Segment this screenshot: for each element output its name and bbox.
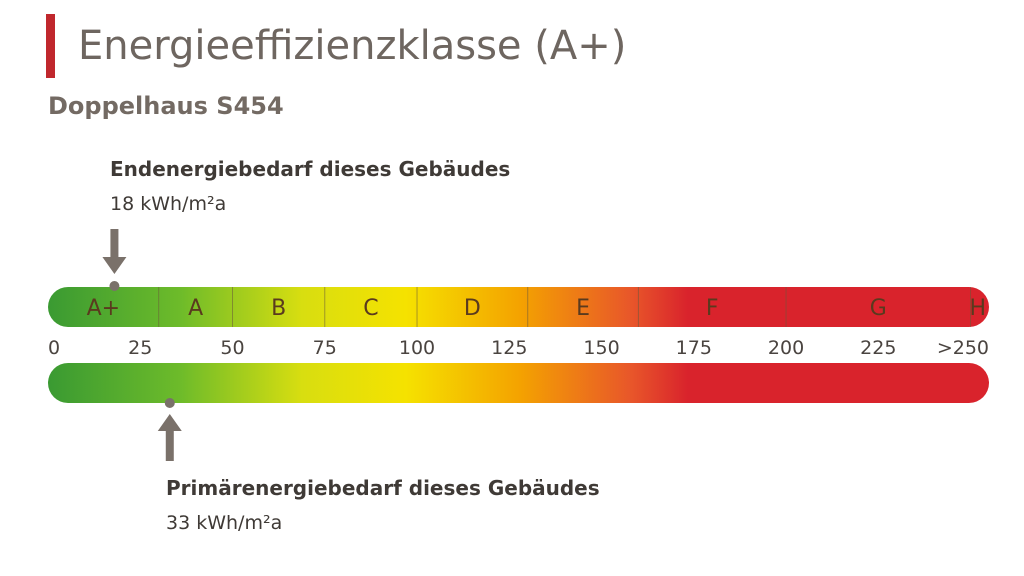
primaerenergie-label: Primärenergiebedarf dieses Gebäudes	[166, 476, 600, 500]
class-label-e: E	[576, 296, 590, 321]
gradient-scale-bar	[48, 363, 989, 403]
class-label-h: H	[970, 296, 987, 321]
endenergie-value: 18 kWh/m²a	[110, 193, 227, 215]
primaerenergie-arrow-icon	[157, 414, 182, 461]
tick-label: 75	[313, 337, 337, 359]
tick-label: 200	[768, 337, 804, 359]
class-label-c: C	[363, 296, 378, 321]
class-label-a: A	[188, 296, 203, 321]
tick-label: 150	[583, 337, 619, 359]
class-label-f: F	[706, 296, 719, 321]
class-label-b: B	[271, 296, 286, 321]
tick-label: >250	[937, 337, 989, 359]
page-title: Energieeffizienzklasse (A+)	[78, 23, 627, 69]
class-label-g: G	[870, 296, 887, 321]
class-label-aplus: A+	[87, 296, 120, 321]
tick-label: 0	[48, 337, 60, 359]
primaerenergie-value: 33 kWh/m²a	[166, 512, 283, 534]
tick-label: 125	[491, 337, 527, 359]
class-scale-bar	[48, 287, 989, 327]
title-accent-bar	[46, 14, 55, 78]
endenergie-label: Endenergiebedarf dieses Gebäudes	[110, 157, 511, 181]
tick-label: 175	[676, 337, 712, 359]
primaerenergie-marker-dot	[164, 398, 175, 408]
tick-label: 50	[220, 337, 244, 359]
page-subtitle: Doppelhaus S454	[48, 92, 284, 120]
tick-label: 225	[860, 337, 896, 359]
tick-label: 100	[399, 337, 435, 359]
endenergie-marker-dot	[109, 281, 120, 291]
tick-label: 25	[128, 337, 152, 359]
endenergie-arrow-icon	[102, 229, 127, 274]
class-label-d: D	[464, 296, 481, 321]
